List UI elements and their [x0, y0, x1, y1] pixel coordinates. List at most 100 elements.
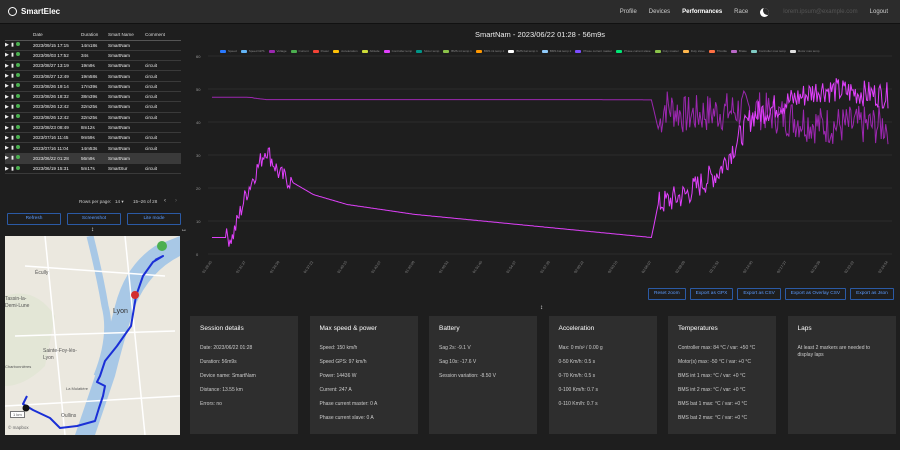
moon-icon[interactable]	[760, 7, 770, 17]
play-icon[interactable]: ▶	[5, 83, 10, 90]
export-button-2[interactable]: Export as CSV	[737, 288, 781, 300]
card-line: Errors: no	[200, 401, 222, 407]
legend-item[interactable]: BMS int temp 1	[443, 49, 472, 53]
col-duration[interactable]: Duration	[81, 30, 108, 41]
export-button-0[interactable]: Reset zoom	[648, 288, 686, 300]
screenshot-button[interactable]: Screenshot	[67, 213, 121, 225]
next-page-icon[interactable]: ›	[175, 198, 177, 204]
play-icon[interactable]: ▶	[5, 114, 10, 121]
play-icon[interactable]: ▶	[5, 62, 10, 69]
delete-icon[interactable]: ▮	[11, 124, 15, 131]
legend-label: Controller temp	[391, 49, 413, 53]
legend-item[interactable]: BMS int temp 2	[475, 49, 504, 53]
play-icon[interactable]: ▶	[5, 93, 10, 100]
legend-item[interactable]: Brake	[730, 49, 747, 53]
legend-item[interactable]: Motor temp	[416, 49, 439, 53]
play-icon[interactable]: ▶	[5, 73, 10, 80]
legend-item[interactable]: Power	[312, 49, 329, 53]
delete-icon[interactable]: ▮	[11, 42, 15, 49]
export-button-4[interactable]: Export as Json	[850, 288, 894, 300]
legend-item[interactable]: Acceleration	[333, 49, 358, 53]
y-tick-label: 60	[196, 54, 201, 59]
table-row[interactable]: ▶ ▮ 2023/09/03 17:52 34s SmartNam	[5, 50, 181, 62]
play-icon[interactable]: ▶	[5, 134, 10, 141]
legend-item[interactable]: Phase current master	[575, 49, 612, 53]
table-row[interactable]: ▶ ▮ 2023/08/26 12:42 32m25s SmartNam circui…	[5, 101, 181, 113]
table-row[interactable]: ▶ ▮ 2023/08/23 08:49 8m12s SmartNam	[5, 122, 181, 134]
chart-plot[interactable]: 60 50 40 30 20 10 001:28:45 01:31:37 01:34:30 01:…	[190, 26, 900, 286]
delete-icon[interactable]: ▮	[11, 155, 15, 162]
delete-icon[interactable]: ▮	[11, 62, 15, 69]
legend-item[interactable]: Throttle	[708, 49, 727, 53]
delete-icon[interactable]: ▮	[11, 114, 15, 121]
legend-item[interactable]: Controller temp	[383, 49, 413, 53]
play-icon[interactable]: ▶	[5, 52, 10, 59]
legend-item[interactable]: BMS bat temp 2	[541, 49, 571, 53]
col-comment[interactable]: Comment	[145, 30, 181, 41]
table-row[interactable]: ▶ ▮ 2023/06/22 01:28 56m9s SmartNam	[5, 153, 181, 165]
legend-item[interactable]: Altitude	[361, 49, 380, 53]
export-button-3[interactable]: Export as Overlay CSV	[784, 288, 847, 300]
play-icon[interactable]: ▶	[5, 155, 10, 162]
export-button-1[interactable]: Export as GPX	[689, 288, 734, 300]
cell-smart-name: SmartNam	[108, 60, 145, 72]
card-line: BMS bat 2 max: °C / var: +0 °C	[678, 415, 748, 421]
legend-item[interactable]: Motor max temp	[789, 49, 819, 53]
cell-duration: 32m25s	[81, 101, 108, 113]
delete-icon[interactable]: ▮	[11, 165, 15, 172]
delete-icon[interactable]: ▮	[11, 83, 15, 90]
panel-resize-icon[interactable]: ↕	[540, 305, 543, 311]
card-line: 0-110 Km/h: 0.7 s	[558, 401, 598, 407]
delete-icon[interactable]: ▮	[11, 73, 15, 80]
lite-mode-button[interactable]: Lite mode	[127, 213, 181, 225]
nav-performances[interactable]: Performances	[682, 9, 723, 15]
delete-icon[interactable]: ▮	[11, 93, 15, 100]
prev-page-icon[interactable]: ‹	[164, 198, 166, 204]
card-title: Laps	[797, 325, 812, 332]
play-icon[interactable]: ▶	[5, 42, 10, 49]
stat-card-temperatures: Temperatures Controller max: 84 °C / var:…	[668, 316, 776, 434]
cell-smart-name: SmartNam	[108, 40, 145, 51]
delete-icon[interactable]: ▮	[11, 52, 15, 59]
cell-date: 2023/06/19 15:31	[33, 163, 81, 175]
legend-item[interactable]: Current	[290, 49, 309, 53]
delete-icon[interactable]: ▮	[11, 145, 15, 152]
legend-item[interactable]: Phase current slave	[616, 49, 651, 53]
logout-link[interactable]: Logout	[869, 9, 888, 15]
table-row[interactable]: ▶ ▮ 2023/08/26 18:32 38m39s SmartNam circui…	[5, 91, 181, 103]
play-icon[interactable]: ▶	[5, 103, 10, 110]
nav-devices[interactable]: Devices	[648, 9, 671, 15]
brand[interactable]: SmartElec	[8, 7, 60, 16]
nav-profile[interactable]: Profile	[619, 9, 637, 15]
rows-per-page-select[interactable]: 14 ▾	[115, 199, 124, 204]
horizontal-resize-icon[interactable]: ↔	[181, 227, 187, 233]
table-row[interactable]: ▶ ▮ 2023/08/26 19:14 17m39s SmartNam circui…	[5, 81, 181, 92]
delete-icon[interactable]: ▮	[11, 134, 15, 141]
legend-item[interactable]: Voltage	[268, 49, 287, 53]
route-map[interactable]: Écully Lyon Sainte-Foy-lès-Lyon Oullins …	[5, 236, 180, 435]
x-tick-label: 01:48:52	[438, 260, 449, 274]
legend-item[interactable]: BMS bat temp 1	[508, 49, 538, 53]
legend-item[interactable]: Duty master	[654, 49, 679, 53]
legend-item[interactable]: Speed	[220, 49, 237, 53]
table-row[interactable]: ▶ ▮ 2023/09/15 17:15 14m18s SmartNam	[5, 40, 181, 51]
table-row[interactable]: ▶ ▮ 2023/07/16 11:45 9m59s SmartNam circuit	[5, 132, 181, 144]
play-icon[interactable]: ▶	[5, 145, 10, 152]
legend-item[interactable]: Duty slave	[682, 49, 705, 53]
performance-chart[interactable]: SmartNam - 2023/06/22 01:28 - 56m9s Spee…	[190, 26, 900, 286]
delete-icon[interactable]: ▮	[11, 103, 15, 110]
col-smart-name[interactable]: Smart Name	[108, 30, 145, 41]
table-row[interactable]: ▶ ▮ 2023/08/27 13:19 19m9s SmartNam circuit	[5, 60, 181, 72]
play-icon[interactable]: ▶	[5, 165, 10, 172]
col-date[interactable]: Date	[33, 30, 81, 41]
play-icon[interactable]: ▶	[5, 124, 10, 131]
table-row[interactable]: ▶ ▮ 2023/07/16 11:04 14m53s SmartNam circui…	[5, 142, 181, 154]
vertical-resize-icon[interactable]: ↕	[91, 227, 94, 233]
table-row[interactable]: ▶ ▮ 2023/06/19 15:31 5m17s SmartSur circuit	[5, 163, 181, 175]
table-row[interactable]: ▶ ▮ 2023/08/26 12:42 32m25s SmartNam circui…	[5, 112, 181, 123]
legend-item[interactable]: Controller max temp	[750, 49, 786, 53]
legend-item[interactable]: Speed GPS	[240, 49, 265, 53]
nav-race[interactable]: Race	[734, 9, 749, 15]
refresh-button[interactable]: Refresh	[7, 213, 61, 225]
table-row[interactable]: ▶ ▮ 2023/08/27 12:49 19m58s SmartNam circui…	[5, 70, 181, 82]
